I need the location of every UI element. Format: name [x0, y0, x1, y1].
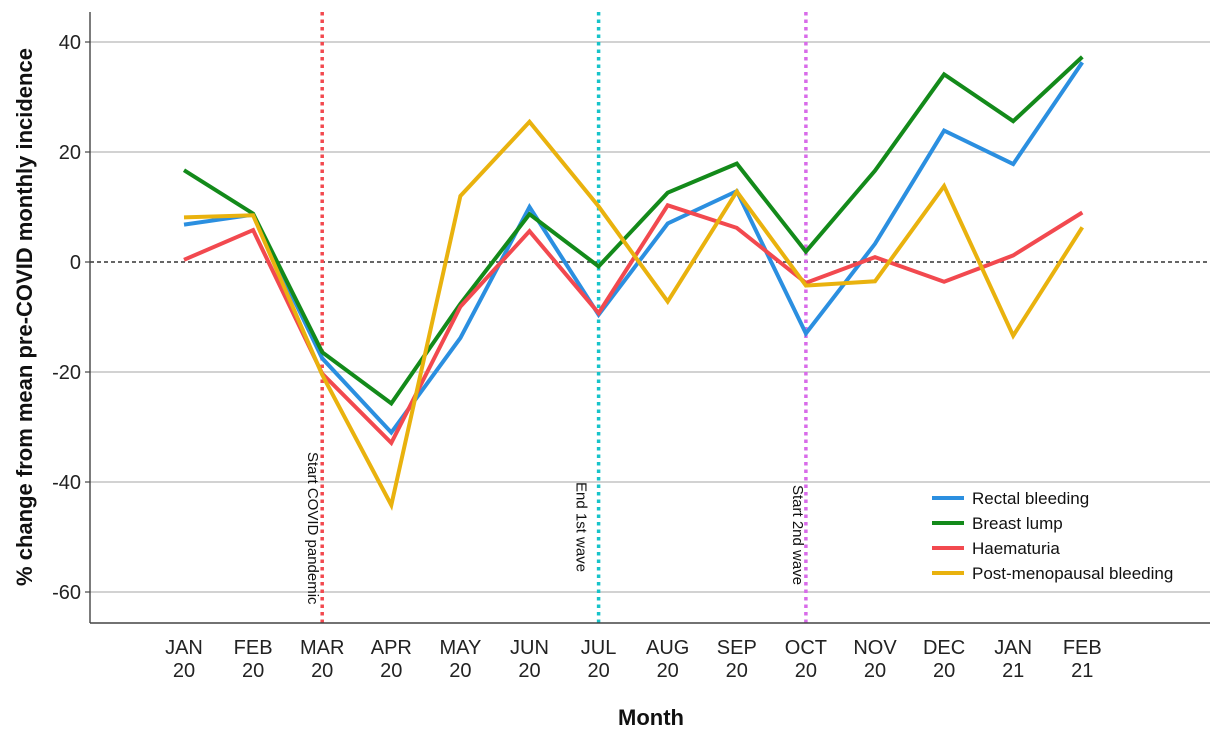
x-tick-label-month: JAN [165, 637, 203, 659]
axis-labels: 40200-20-40-60JAN20FEB20MAR20APR20MAY20J… [12, 32, 1102, 730]
x-tick-label-month: OCT [785, 637, 827, 659]
x-tick-label-month: FEB [234, 637, 273, 659]
legend: Rectal bleeding Breast lump Haematuria Post… [932, 489, 1173, 583]
legend-label: Rectal bleeding [972, 489, 1089, 508]
x-tick-label-year: 20 [587, 660, 609, 682]
series-lines [182, 55, 1084, 511]
legend-label: Haematuria [972, 539, 1060, 558]
reference-line-label: Start COVID pandemic [304, 452, 321, 605]
x-tick-label-year: 20 [311, 660, 333, 682]
x-tick-label-year: 20 [242, 660, 264, 682]
x-tick-label-year: 20 [518, 660, 540, 682]
x-tick-label-year: 20 [449, 660, 471, 682]
x-tick-label-month: JUN [510, 637, 549, 659]
x-tick-label-year: 21 [1071, 660, 1093, 682]
x-tick-label-month: JAN [994, 637, 1032, 659]
y-tick-label: -60 [52, 582, 81, 604]
x-tick-label-year: 20 [795, 660, 817, 682]
x-tick-label-year: 20 [864, 660, 886, 682]
grid-lines [90, 41, 1210, 593]
y-tick-label: 0 [70, 252, 81, 274]
series-line-0 [183, 61, 1084, 436]
x-tick-label-month: APR [371, 637, 412, 659]
y-tick-label: -40 [52, 472, 81, 494]
x-tick-label-year: 20 [657, 660, 679, 682]
x-tick-label-month: NOV [853, 637, 897, 659]
legend-label: Post-menopausal bleeding [972, 564, 1173, 583]
y-tick-label: 40 [59, 32, 81, 54]
series-line-3 [183, 118, 1084, 511]
axes [85, 12, 1210, 624]
x-tick-label-month: DEC [923, 637, 965, 659]
y-tick-label: -20 [52, 362, 81, 384]
reference-line-label: End 1st wave [573, 482, 590, 572]
x-tick-label-year: 21 [1002, 660, 1024, 682]
x-tick-label-year: 20 [380, 660, 402, 682]
series-line-2 [183, 202, 1084, 447]
x-tick-label-year: 20 [173, 660, 195, 682]
x-tick-label-year: 20 [933, 660, 955, 682]
legend-label: Breast lump [972, 514, 1063, 533]
x-axis-title: Month [618, 705, 684, 730]
x-tick-label-month: AUG [646, 637, 689, 659]
reference-line-label: Start 2nd wave [789, 485, 806, 585]
series-line-1 [182, 55, 1084, 407]
x-tick-label-month: FEB [1063, 637, 1102, 659]
x-tick-label-month: SEP [717, 637, 757, 659]
y-tick-label: 20 [59, 142, 81, 164]
x-tick-label-year: 20 [726, 660, 748, 682]
x-tick-label-month: MAR [300, 637, 344, 659]
x-tick-label-month: JUL [581, 637, 617, 659]
x-tick-label-month: MAY [439, 637, 481, 659]
y-axis-title: % change from mean pre-COVID monthly inc… [12, 48, 37, 586]
reference-lines [320, 12, 808, 623]
